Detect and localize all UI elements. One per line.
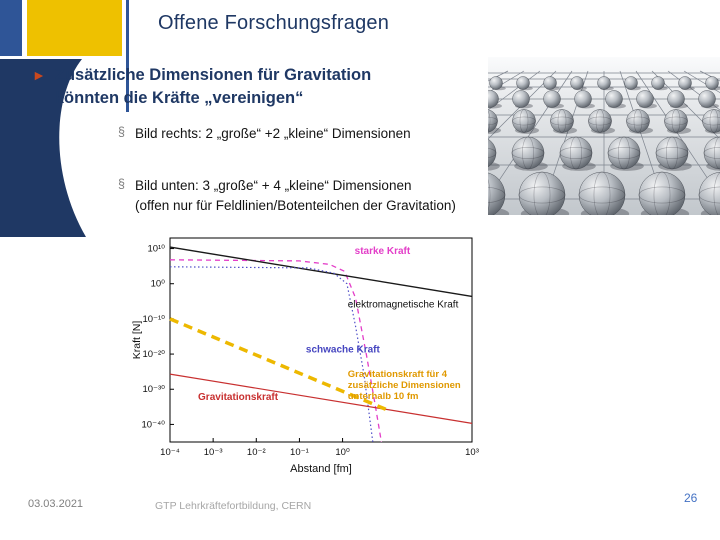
bullet-line2: könnten die Kräfte „vereinigen“ xyxy=(54,89,304,108)
deco-gold-rect xyxy=(27,0,122,56)
deco-blue-rect xyxy=(0,0,22,56)
y-tick-label: 10⁰ xyxy=(151,279,166,290)
subbullet-bild-rechts: § Bild rechts: 2 „große“ +2 „kleine“ Dim… xyxy=(118,124,488,144)
x-tick-label: 10⁻¹ xyxy=(290,447,309,458)
subbullet-line2: (offen nur für Feldlinien/Botenteilchen … xyxy=(134,198,456,214)
series-line-1 xyxy=(169,246,473,298)
chart-annotation-2: schwache Kraft xyxy=(306,344,381,355)
y-tick-label: 10¹⁰ xyxy=(147,244,165,255)
spheres-image-svg xyxy=(219,57,720,221)
subbullet-line: Bild rechts: 2 „große“ +2 „kleine“ Dimen… xyxy=(134,126,411,141)
subbullet-line: Bild unten: 3 „große“ + 4 „kleine“ Dimen… xyxy=(134,178,412,193)
chart-annotation-0: starke Kraft xyxy=(355,246,411,257)
x-tick-label: 10⁻² xyxy=(247,447,266,458)
x-tick-label: 10⁻⁴ xyxy=(160,447,180,458)
series-line-0 xyxy=(169,259,383,443)
chart-annotation-1: elektromagnetische Kraft xyxy=(348,300,459,311)
footer-event-label: GTP Lehrkräftefortbildung, CERN xyxy=(155,500,312,512)
subbullet-text: Bild unten: 3 „große“ + 4 „kleine“ Dimen… xyxy=(135,176,456,217)
section-marker-icon: § xyxy=(118,177,125,191)
chart-annotation-4: Gravitationskraft für 4 zusätzliche Dimen… xyxy=(348,369,461,402)
extra-dimensions-spheres-image xyxy=(219,57,720,221)
section-marker-icon: § xyxy=(118,125,125,139)
x-tick-label: 10⁻³ xyxy=(204,447,223,458)
plot-area xyxy=(169,237,473,443)
subbullet-bild-unten: § Bild unten: 3 „große“ + 4 „kleine“ Dim… xyxy=(118,176,488,217)
force-distance-chart: 10¹⁰ 10⁰ 10⁻¹⁰ 10⁻²⁰ 10⁻³⁰ 10⁻⁴⁰ 10⁻⁴ 10⁻³ 10⁻² 1… xyxy=(128,230,480,484)
footer-date: 03.03.2021 xyxy=(28,498,84,510)
x-tick-label: 10⁰ xyxy=(335,447,350,458)
y-tick-label: 10⁻²⁰ xyxy=(142,349,165,360)
bullet-line1: Zusätzliche Dimensionen für Gravitation xyxy=(54,66,372,84)
series-line-3 xyxy=(169,373,473,424)
slide-title: Offene Forschungsfragen xyxy=(158,12,390,34)
y-axis-label: Kraft [N] xyxy=(131,321,143,360)
page-number: 26 xyxy=(684,491,698,505)
y-tick-label: 10⁻³⁰ xyxy=(142,384,165,395)
chart-annotation-3: Gravitationskraft xyxy=(198,392,279,403)
bullet-item: ► Zusätzliche Dimensionen für Gravitatio… xyxy=(32,64,482,110)
deco-navy-shape xyxy=(0,59,86,237)
series-line-2 xyxy=(169,266,374,443)
subbullet-text: Bild rechts: 2 „große“ +2 „kleine“ Dimen… xyxy=(135,124,411,144)
series-line-4 xyxy=(169,317,387,411)
x-tick-label: 10³ xyxy=(465,447,479,458)
y-tick-label: 10⁻⁴⁰ xyxy=(142,419,166,430)
x-axis-label: Abstand [fm] xyxy=(290,463,352,475)
deco-vertical-line xyxy=(126,0,129,112)
force-distance-chart-svg: 10¹⁰ 10⁰ 10⁻¹⁰ 10⁻²⁰ 10⁻³⁰ 10⁻⁴⁰ 10⁻⁴ 10⁻³ 10⁻² 1… xyxy=(131,237,479,475)
bullet-arrow-icon: ► xyxy=(32,67,46,83)
y-tick-label: 10⁻¹⁰ xyxy=(142,314,165,325)
bullet-text: Zusätzliche Dimensionen für Gravitation … xyxy=(55,64,371,110)
